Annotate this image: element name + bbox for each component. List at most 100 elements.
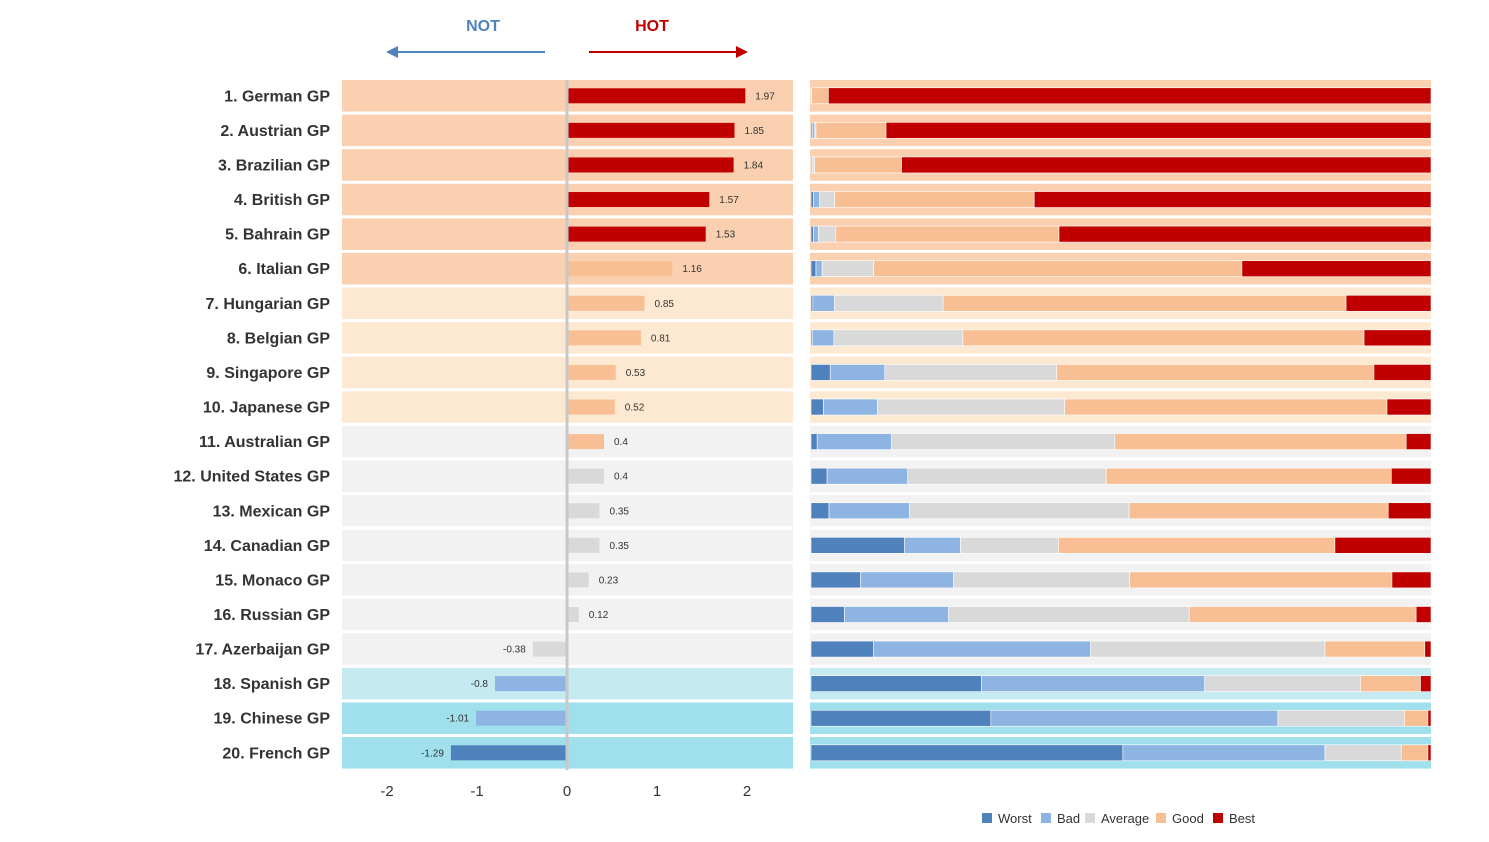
rating-segment-good — [1404, 709, 1429, 727]
rating-segment-good — [1105, 467, 1392, 485]
rating-segment-bad — [828, 502, 910, 520]
rating-segment-good — [815, 122, 887, 139]
row-label: 19. Chinese GP — [214, 711, 331, 728]
score-bar — [568, 364, 616, 380]
rating-segment-best — [1387, 502, 1432, 520]
x-tick-label: 2 — [743, 783, 751, 800]
rating-segment-best — [1334, 537, 1432, 554]
rating-segment-best — [1033, 191, 1432, 208]
rating-segment-good — [835, 225, 1060, 243]
score-bar — [495, 676, 567, 692]
row-label: 4. British GP — [234, 192, 330, 209]
row-labels: 1. German GP 2. Austrian GP 3. Brazilian G… — [174, 88, 331, 762]
rating-segment-bad — [1122, 744, 1326, 762]
score-value-label: -1.01 — [446, 714, 469, 725]
score-value-label: -0.38 — [503, 645, 526, 656]
row-label: 16. Russian GP — [214, 607, 331, 624]
rating-segment-average — [907, 467, 1107, 485]
legend-swatch — [1156, 813, 1166, 823]
header-group: NOT HOT — [386, 18, 748, 58]
score-value-label: 1.97 — [755, 91, 775, 102]
rating-segment-worst — [810, 398, 824, 416]
score-bar — [568, 468, 604, 484]
value-labels: 1.97 1.85 1.84 1.57 1.53 1.16 0.85 0.81 0.53 0.52… — [421, 91, 775, 759]
score-value-label: 0.4 — [614, 472, 628, 483]
rating-segment-best — [885, 122, 1432, 139]
row-label: 9. Singapore GP — [206, 365, 330, 382]
score-value-label: 0.4 — [614, 437, 628, 448]
row-label: 11. Australian GP — [199, 434, 330, 451]
rating-segment-average — [953, 571, 1130, 589]
rating-segment-average — [819, 191, 835, 208]
x-tick-label: -2 — [380, 783, 393, 800]
rating-segment-best — [1058, 225, 1432, 243]
rating-segment-bad — [813, 225, 819, 243]
score-bar — [568, 192, 710, 208]
score-bar — [568, 157, 734, 173]
row-label: 17. Azerbaijan GP — [195, 642, 330, 659]
rating-segment-bad — [811, 122, 816, 139]
hot-label: HOT — [635, 18, 669, 35]
x-tick-label: 0 — [563, 783, 571, 800]
score-value-label: 1.57 — [719, 195, 739, 206]
rating-segment-best — [1241, 260, 1432, 277]
row-label: 20. French GP — [222, 745, 330, 762]
row-label: 7. Hungarian GP — [206, 296, 331, 313]
score-bar — [568, 295, 645, 311]
rating-segment-average — [1090, 640, 1326, 658]
rating-segment-good — [1114, 433, 1407, 450]
right-bars — [810, 87, 1432, 762]
rating-segment-average — [833, 329, 964, 347]
rating-segment-worst — [810, 537, 905, 554]
rating-segment-good — [811, 87, 829, 105]
rating-segment-good — [1324, 640, 1426, 658]
rating-segment-good — [873, 260, 1243, 277]
score-value-label: 0.81 — [651, 333, 671, 344]
rating-segment-average — [1277, 709, 1405, 727]
rating-segment-worst — [810, 260, 817, 277]
rating-segment-worst — [810, 744, 1124, 762]
score-value-label: 1.85 — [745, 126, 765, 137]
legend: Worst Bad Average Good Best — [982, 811, 1255, 826]
right-bands — [810, 80, 1431, 769]
row-label: 10. Japanese GP — [203, 400, 331, 417]
score-value-label: 0.53 — [626, 368, 646, 379]
score-value-label: 0.35 — [610, 541, 630, 552]
rating-segment-good — [1128, 502, 1389, 520]
rating-segment-good — [942, 294, 1347, 312]
row-label: 3. Brazilian GP — [218, 157, 330, 174]
rating-segment-best — [1424, 640, 1432, 658]
rating-segment-good — [1058, 537, 1336, 554]
legend-label: Average — [1101, 811, 1149, 826]
rating-segment-average — [891, 433, 1116, 450]
legend-label: Bad — [1057, 811, 1080, 826]
row-label: 15. Monaco GP — [215, 572, 330, 589]
row-label: 8. Belgian GP — [227, 330, 330, 347]
legend-label: Good — [1172, 811, 1204, 826]
rating-segment-best — [1427, 744, 1432, 762]
score-value-label: 0.23 — [599, 575, 619, 586]
rating-segment-good — [1129, 571, 1393, 589]
score-value-label: 0.85 — [655, 299, 675, 310]
score-value-label: 1.84 — [744, 160, 764, 171]
row-label: 2. Austrian GP — [220, 123, 330, 140]
rating-segment-worst — [810, 675, 982, 692]
score-bar — [476, 710, 567, 726]
x-tick-label: 1 — [653, 783, 661, 800]
row-label: 12. United States GP — [174, 469, 331, 486]
row-label: 14. Canadian GP — [204, 538, 331, 555]
rating-segment-best — [828, 87, 1432, 105]
rating-segment-good — [1056, 364, 1375, 381]
rating-segment-average — [884, 364, 1057, 381]
not-label: NOT — [466, 18, 500, 35]
legend-label: Best — [1229, 811, 1255, 826]
score-bar — [568, 503, 600, 519]
row-label: 18. Spanish GP — [214, 676, 331, 693]
rating-segment-bad — [981, 675, 1205, 692]
rating-segment-average — [1324, 744, 1402, 762]
rating-segment-bad — [860, 571, 954, 589]
rating-segment-average — [1204, 675, 1361, 692]
rating-segment-best — [1405, 433, 1432, 450]
rating-segment-bad — [826, 467, 909, 485]
